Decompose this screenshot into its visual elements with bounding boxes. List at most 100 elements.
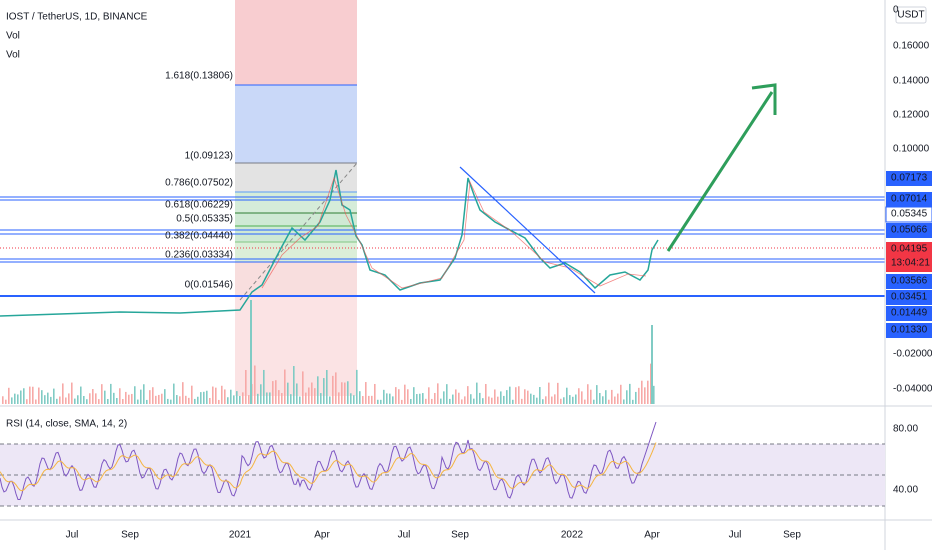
rsi-ma (0, 442, 657, 492)
volume-bar (530, 393, 532, 404)
volume-bar (227, 397, 229, 404)
volume-bar (467, 386, 469, 404)
volume-bar (50, 396, 52, 404)
volume-bar (311, 382, 313, 404)
volume-bar (455, 389, 457, 404)
fib-label: 0.618(0.06229) (165, 200, 233, 211)
volume-bar (422, 393, 424, 404)
volume-bar (44, 395, 46, 404)
volume-bar (20, 390, 22, 404)
volume-bar (269, 392, 271, 404)
volume-bar (575, 394, 577, 404)
volume-bar (107, 398, 109, 404)
volume-bar (158, 394, 160, 404)
volume-bar (89, 393, 91, 404)
volume-bar (146, 399, 148, 404)
volume-bar (74, 398, 76, 404)
volume-bar (215, 387, 217, 404)
fib-label: 0(0.01546) (185, 280, 233, 291)
volume-bar (131, 393, 133, 404)
volume-bar (293, 366, 295, 404)
volume-bar (593, 399, 595, 404)
volume-bar (353, 395, 355, 404)
volume-bar (188, 397, 190, 404)
volume-bar (521, 398, 523, 404)
volume-bar (299, 396, 301, 404)
volume-bar (464, 396, 466, 404)
volume-bar (425, 398, 427, 404)
volume-bar (401, 399, 403, 404)
volume-bar (104, 390, 106, 404)
price-label: 0.05066 (891, 225, 928, 236)
volume-bar (599, 393, 601, 404)
volume-bar (374, 383, 376, 404)
price-label: 0.07014 (891, 194, 928, 205)
time-label: Apr (314, 530, 330, 541)
volume-bar (557, 382, 559, 404)
volume-bar (167, 398, 169, 404)
volume-bar (125, 391, 127, 404)
volume-bar (110, 383, 112, 404)
volume-bar (326, 370, 328, 404)
volume-bar (449, 398, 451, 404)
fib-label: 1.618(0.13806) (165, 71, 233, 82)
volume-bar (2, 396, 4, 404)
volume-bar (248, 395, 250, 404)
price-tick: -0.04000 (893, 384, 932, 395)
volume-bar (533, 394, 535, 404)
volume-bar (35, 399, 37, 404)
volume-bar (56, 398, 58, 404)
volume-bar (164, 389, 166, 404)
volume-bar (362, 396, 364, 404)
volume-bar (314, 388, 316, 404)
volume-bar (338, 392, 340, 404)
volume-bar (275, 380, 277, 404)
volume-bar (647, 380, 649, 404)
volume-bar (8, 387, 10, 404)
volume-bar (230, 389, 232, 404)
horizontal-levels (0, 196, 885, 297)
volume-bar (38, 387, 40, 404)
volume-bar (254, 365, 256, 404)
currency[interactable]: USDT (897, 10, 924, 21)
volume-bar (41, 390, 43, 404)
volume-bar (26, 399, 28, 404)
price-label-bg (886, 306, 932, 321)
indicator-label: Vol (6, 31, 20, 42)
volume-bar (5, 399, 7, 404)
volume-bar (596, 385, 598, 404)
volume-bar (350, 393, 352, 404)
currency-button[interactable] (895, 6, 927, 24)
volume-bar (617, 393, 619, 404)
volume-bar (446, 384, 448, 404)
time-label: Jul (398, 530, 411, 541)
indicator-label: Vol (6, 50, 20, 61)
volume-bar (113, 392, 115, 404)
volume-bar (440, 398, 442, 404)
volume-bar (653, 385, 655, 404)
fib-label: 0.786(0.07502) (165, 178, 233, 189)
volume-bar (161, 393, 163, 404)
volume-bar (470, 394, 472, 404)
volume-bar (542, 399, 544, 404)
fib-region (235, 85, 357, 163)
volume-bar (212, 386, 214, 404)
volume-bar (524, 389, 526, 404)
volume-bar (506, 390, 508, 404)
volume-bar (191, 385, 193, 404)
volume-bar (365, 382, 367, 404)
volume-bar (620, 384, 622, 404)
volume-bar (260, 384, 262, 404)
volume-bar (278, 390, 280, 404)
volume-bar (233, 395, 235, 404)
volume-bar (98, 399, 100, 404)
price-tick: 0.16000 (893, 41, 930, 52)
volume-bar (341, 382, 343, 404)
volume-bar (461, 399, 463, 404)
volume-bar (623, 399, 625, 404)
volume-bar (368, 395, 370, 404)
volume-bar (419, 393, 421, 404)
volume-bar (497, 396, 499, 404)
volume-bar (128, 394, 130, 404)
volume-bar (302, 371, 304, 404)
